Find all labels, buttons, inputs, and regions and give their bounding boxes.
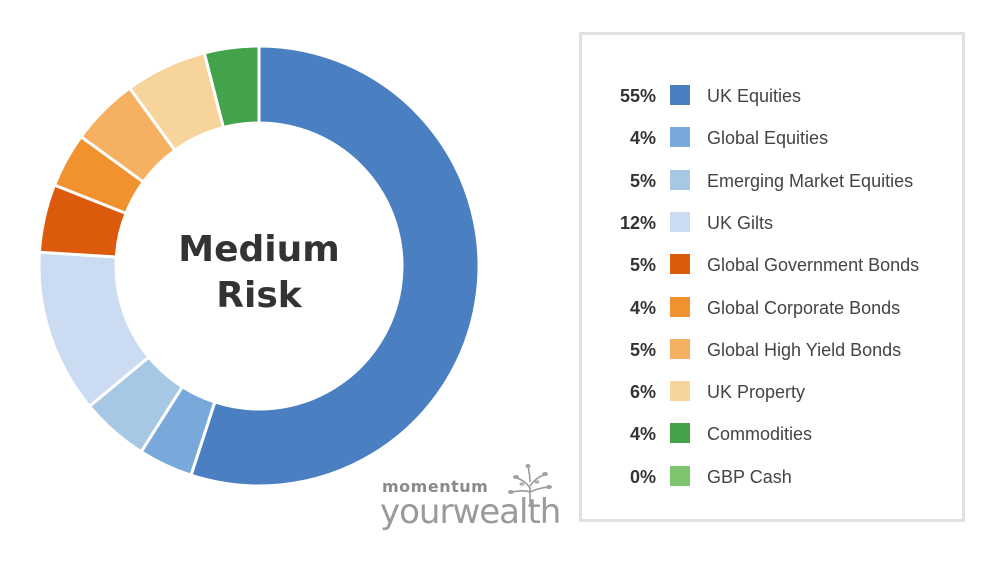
legend-item: 55% UK Equities — [582, 83, 962, 109]
legend-label: Global Government Bonds — [707, 255, 920, 276]
legend-swatch — [670, 211, 690, 232]
donut-slice-8 — [202, 44, 261, 130]
brand-name-top: momentum — [382, 477, 489, 496]
legend-label: Emerging Market Equities — [707, 170, 914, 191]
legend-item: 4% Commodities — [582, 421, 962, 447]
center-label-line2: Risk — [216, 275, 302, 316]
legend-percent: 5% — [629, 339, 656, 360]
donut-slices — [37, 44, 481, 488]
legend-label: Global Corporate Bonds — [707, 297, 901, 318]
legend-swatch — [670, 338, 690, 359]
legend-percent: 12% — [619, 212, 656, 233]
legend-item: 12% UK Gilts — [582, 210, 962, 236]
legend-label: Global Equities — [707, 128, 829, 149]
brand-logo: momentum yourwealth — [380, 462, 561, 542]
legend-swatch — [670, 423, 690, 444]
brand-name-bottom: yourwealth — [380, 492, 561, 532]
legend-item: 5% Global Government Bonds — [582, 252, 962, 278]
tree-logo-icon — [508, 464, 552, 506]
legend-percent: 0% — [629, 466, 656, 487]
legend-swatch — [670, 296, 690, 317]
legend-swatch — [670, 254, 690, 275]
legend-item: 6% UK Property — [582, 379, 962, 405]
legend-item: 4% Global Equities — [582, 125, 962, 151]
legend-percent: 4% — [629, 297, 656, 318]
legend-label: Commodities — [707, 424, 813, 445]
legend-label: GBP Cash — [707, 466, 792, 487]
legend-percent: 6% — [629, 382, 656, 403]
legend-label: UK Equities — [707, 86, 802, 106]
legend-percent: 55% — [619, 86, 656, 106]
legend-label: Global High Yield Bonds — [707, 339, 902, 360]
legend-swatch — [670, 127, 690, 148]
legend-percent: 5% — [629, 170, 656, 191]
legend-label: UK Property — [707, 382, 806, 403]
legend-percent: 4% — [629, 424, 656, 445]
legend-label: UK Gilts — [707, 212, 774, 233]
legend-swatch — [670, 85, 690, 105]
legend-swatch — [670, 169, 690, 190]
legend-item: 5% Emerging Market Equities — [582, 168, 962, 194]
donut-chart: Medium Risk — [37, 44, 481, 488]
legend-item: 4% Global Corporate Bonds — [582, 295, 962, 321]
legend-item: 0% GBP Cash — [582, 464, 962, 490]
donut-slice-0 — [189, 44, 481, 488]
legend: 55% UK Equities 4% Global Equities 5% Emergin… — [579, 32, 965, 522]
legend-percent: 5% — [629, 255, 656, 276]
legend-item: 5% Global High Yield Bonds — [582, 337, 962, 363]
center-label-line1: Medium — [178, 229, 340, 270]
legend-swatch — [670, 381, 690, 402]
legend-swatch — [670, 465, 690, 486]
legend-percent: 4% — [629, 128, 656, 149]
